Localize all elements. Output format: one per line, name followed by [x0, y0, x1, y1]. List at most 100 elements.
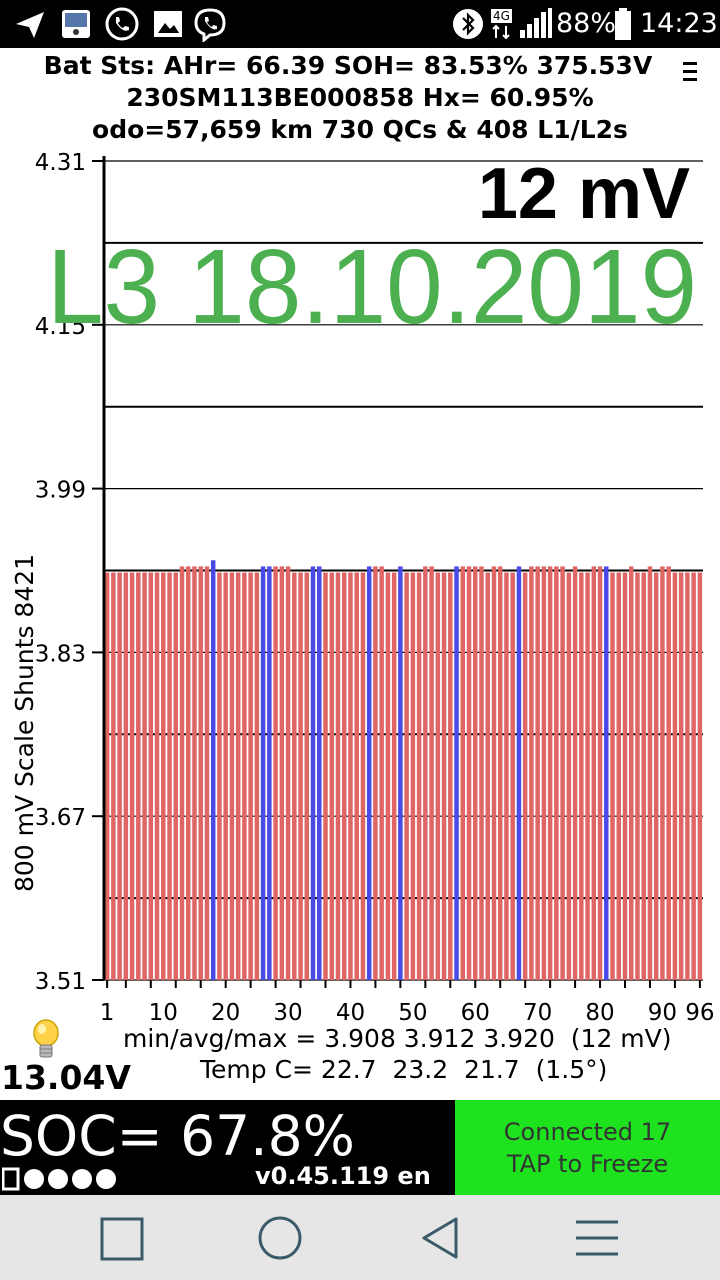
gallery-app-icon	[62, 10, 90, 38]
cell-bar	[554, 566, 559, 980]
cell-bar	[185, 566, 191, 980]
x-tick-label: 60	[461, 1000, 490, 1026]
cell-bar	[229, 572, 235, 980]
y-tick-label: 4.15	[35, 314, 86, 340]
cell-bar	[579, 572, 584, 980]
network-4g-icon: 4G	[491, 9, 512, 23]
y-axis-label: 800 mV Scale Shunts 8421	[10, 554, 39, 892]
shunted-cell-bar	[267, 566, 272, 980]
chart-gridlines	[104, 160, 703, 981]
cell-bar	[697, 572, 703, 980]
cell-bar	[435, 572, 441, 980]
cell-bar	[529, 566, 534, 980]
cell-bar	[423, 566, 428, 980]
min-avg-max-line: min/avg/max = 3.908 3.912 3.920 (12 mV)	[123, 1024, 672, 1053]
version-label: v0.45.119 en	[255, 1162, 431, 1190]
soc-panel: SOC= 67.8% v0.45.119 en	[0, 1100, 455, 1195]
x-tick-label: 96	[685, 1000, 714, 1026]
cell-bar	[591, 566, 597, 980]
bulb-icon[interactable]	[30, 1018, 62, 1062]
cell-bar	[678, 572, 684, 980]
viber-icon	[194, 8, 226, 42]
shunted-cell-bar	[366, 566, 372, 980]
cell-bar	[148, 572, 154, 980]
cell-bar	[235, 572, 241, 980]
cell-bar	[173, 572, 179, 980]
x-tick-label: 50	[398, 1000, 427, 1026]
battery-icon	[615, 8, 631, 40]
clock: 14:23	[640, 8, 718, 39]
cell-bar	[560, 566, 565, 980]
cell-bar	[473, 566, 478, 980]
cell-bar	[254, 572, 260, 980]
status-bar: 4G 88% 14:23	[0, 0, 720, 48]
x-tick-label: 70	[523, 1000, 552, 1026]
odometer-line: odo=57,659 km 730 QCs & 408 L1/L2s	[92, 115, 628, 144]
cell-bar	[485, 572, 490, 980]
cell-bar	[666, 566, 671, 980]
cell-bar	[129, 572, 135, 980]
cell-bar	[647, 566, 653, 980]
cell-bar	[572, 566, 578, 980]
shunted-cell-bar	[604, 566, 609, 980]
send-icon	[16, 12, 44, 38]
cell-bar	[497, 566, 503, 980]
menu-button[interactable]	[574, 1217, 620, 1259]
x-tick-label: 10	[149, 1000, 178, 1026]
cell-bar	[123, 572, 129, 980]
cell-bar	[198, 566, 203, 980]
tap-to-freeze-label: TAP to Freeze	[506, 1150, 669, 1178]
soc-value: SOC= 67.8%	[0, 1104, 355, 1168]
cell-bar	[292, 572, 297, 980]
cell-voltage-chart[interactable]: 4.31 4.15 3.99 3.83 3.67 3.51 1 10 20 30 40 50 60 70…	[0, 148, 720, 1028]
y-tick-label: 4.31	[35, 150, 86, 176]
battery-status-line: Bat Sts: AHr= 66.39 SOH= 83.53% 375.53V	[43, 51, 653, 80]
cell-bar	[541, 566, 547, 980]
shunted-cell-bar	[398, 566, 403, 980]
recent-apps-button[interactable]	[99, 1216, 145, 1262]
call-icon	[105, 7, 139, 41]
cell-bar	[273, 566, 278, 980]
cell-bar	[354, 572, 359, 980]
connection-panel[interactable]: Connected 17 TAP to Freeze	[455, 1100, 720, 1195]
cell-bar	[192, 566, 197, 980]
shunted-cell-bar	[310, 566, 316, 980]
cell-bar	[111, 572, 116, 980]
vin-line: 230SM113BE000858 Hx= 60.95%	[126, 83, 594, 112]
cell-bar	[410, 572, 416, 980]
cell-bar	[635, 572, 640, 980]
cell-bar	[323, 572, 328, 980]
cell-bar	[373, 566, 378, 980]
menu-icon[interactable]	[678, 56, 704, 86]
cell-bar	[404, 572, 409, 980]
cell-bar	[242, 572, 247, 980]
cell-bar	[167, 572, 172, 980]
cell-bar	[510, 572, 515, 980]
cell-bar	[685, 572, 690, 980]
cell-bar	[341, 572, 347, 980]
bluetooth-icon	[453, 9, 483, 39]
home-button[interactable]	[257, 1215, 303, 1261]
cell-bar	[179, 566, 185, 980]
cell-bar	[248, 572, 253, 980]
cell-bar	[535, 566, 540, 980]
x-tick-label: 80	[585, 1000, 614, 1026]
cell-bar	[360, 572, 366, 980]
cell-bar	[335, 572, 341, 980]
date-overlay: L3 18.10.2019	[47, 228, 697, 346]
y-tick-label: 3.67	[35, 805, 86, 831]
x-tick-label: 30	[273, 1000, 302, 1026]
back-button[interactable]	[418, 1215, 462, 1261]
cell-bar	[466, 566, 472, 980]
battery-status-header: Bat Sts: AHr= 66.39 SOH= 83.53% 375.53V …	[0, 50, 720, 146]
cell-bar	[653, 572, 659, 980]
cell-bar	[385, 572, 391, 980]
cell-bar	[585, 572, 590, 980]
shunted-cell-bar	[317, 566, 322, 980]
cell-bar	[161, 572, 166, 980]
cell-bar	[298, 572, 303, 980]
cell-bar	[379, 566, 384, 980]
temperature-line: Temp C= 22.7 23.2 21.7 (1.5°)	[200, 1055, 608, 1084]
cell-bar	[136, 572, 141, 980]
cell-bar	[304, 572, 310, 980]
